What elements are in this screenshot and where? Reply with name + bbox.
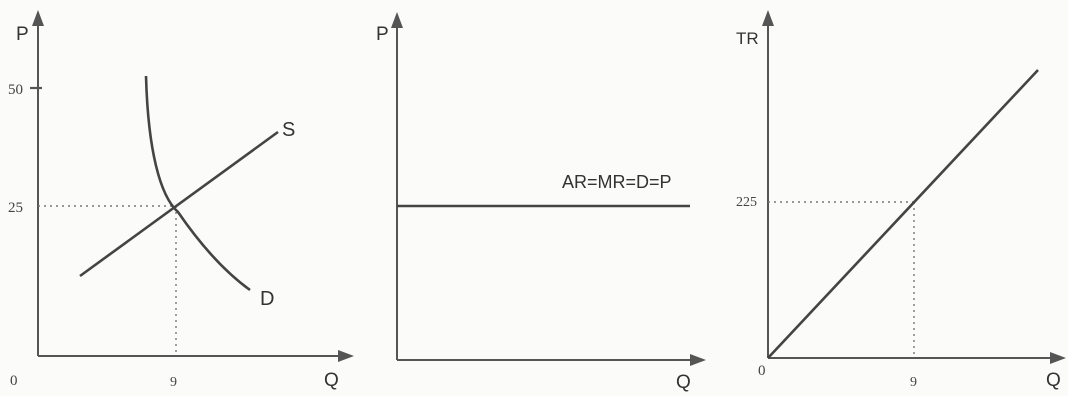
- demand-curve: [144, 75, 251, 292]
- market-x-arrow: [338, 350, 354, 362]
- market-y-arrow: [32, 10, 44, 26]
- market-y-label: P: [16, 24, 29, 45]
- tr-x-arrow: [1050, 352, 1066, 364]
- total-revenue-panel: TR Q 0 225 9: [736, 10, 1066, 391]
- firm-y-arrow: [391, 12, 403, 28]
- market-origin-label: 0: [10, 373, 18, 389]
- market-tick-50: 50: [8, 82, 23, 98]
- tr-y-arrow: [762, 10, 774, 26]
- total-revenue-line: [767, 69, 1039, 359]
- market-x-label: Q: [324, 370, 339, 391]
- tr-origin-label: 0: [758, 363, 766, 379]
- demand-label: D: [260, 288, 274, 310]
- firm-x-label: Q: [676, 372, 691, 393]
- market-panel: P Q 0 50 25 9 S D: [8, 10, 354, 391]
- price-line-label: AR=MR=D=P: [562, 172, 672, 192]
- supply-curve: [79, 130, 279, 278]
- supply-label: S: [282, 119, 295, 141]
- market-tick-25: 25: [8, 200, 23, 216]
- firm-price-panel: P Q AR=MR=D=P: [376, 12, 706, 393]
- tr-x-label: Q: [1046, 370, 1061, 391]
- tr-y-label: TR: [736, 29, 759, 48]
- tr-tick-225: 225: [736, 195, 757, 210]
- firm-x-arrow: [690, 354, 706, 366]
- tr-tick-9: 9: [910, 375, 917, 390]
- firm-y-label: P: [376, 24, 389, 45]
- market-tick-9: 9: [170, 375, 177, 390]
